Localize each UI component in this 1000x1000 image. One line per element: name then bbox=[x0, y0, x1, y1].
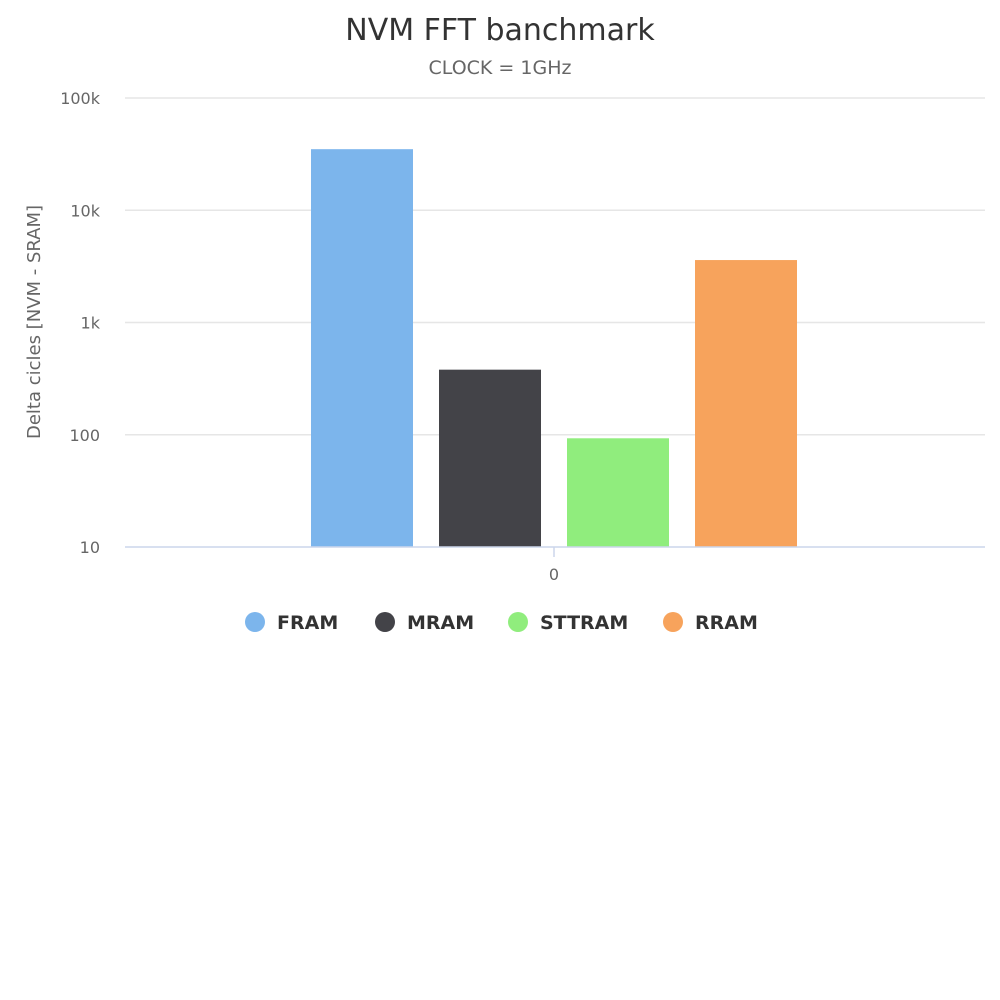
x-tick-label: 0 bbox=[549, 565, 559, 584]
x-axis: 0 bbox=[125, 546, 985, 584]
chart-subtitle: CLOCK = 1GHz bbox=[429, 57, 572, 79]
y-tick-label: 1k bbox=[81, 314, 101, 333]
y-tick-label: 10 bbox=[80, 538, 100, 557]
y-tick-label: 100 bbox=[69, 426, 100, 445]
legend-item-fram[interactable]: FRAM bbox=[245, 612, 338, 634]
legend-label: FRAM bbox=[277, 612, 338, 634]
bar-fram[interactable] bbox=[311, 149, 413, 548]
y-tick-label: 100k bbox=[60, 89, 101, 108]
legend-label: STTRAM bbox=[540, 612, 628, 634]
y-axis-label: Delta cicles [NVM - SRAM] bbox=[24, 205, 45, 439]
legend-item-sttram[interactable]: STTRAM bbox=[508, 612, 628, 634]
legend-marker bbox=[508, 612, 528, 632]
bar-rram[interactable] bbox=[695, 260, 797, 547]
bars bbox=[311, 149, 797, 548]
bar-mram[interactable] bbox=[439, 369, 541, 547]
legend-item-rram[interactable]: RRAM bbox=[663, 612, 758, 634]
chart-title: NVM FFT banchmark bbox=[345, 13, 655, 48]
legend-marker bbox=[375, 612, 395, 632]
bar-sttram[interactable] bbox=[567, 438, 669, 547]
grid-layer bbox=[125, 97, 985, 436]
legend-label: RRAM bbox=[695, 612, 758, 634]
legend-marker bbox=[245, 612, 265, 632]
legend-item-mram[interactable]: MRAM bbox=[375, 612, 474, 634]
legend-label: MRAM bbox=[407, 612, 474, 634]
y-axis-ticks: 10 100 1k 10k 100k bbox=[60, 89, 101, 557]
legend-marker bbox=[663, 612, 683, 632]
legend: FRAM MRAM STTRAM RRAM bbox=[245, 612, 758, 634]
y-tick-label: 10k bbox=[70, 201, 100, 220]
